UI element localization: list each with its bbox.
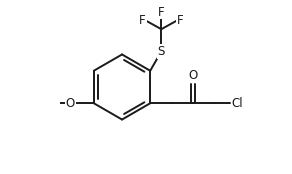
Text: F: F bbox=[139, 14, 146, 27]
Text: O: O bbox=[66, 97, 75, 110]
Text: O: O bbox=[188, 69, 198, 82]
Text: S: S bbox=[158, 45, 165, 58]
Text: F: F bbox=[177, 14, 183, 27]
Text: F: F bbox=[158, 6, 165, 19]
Text: Cl: Cl bbox=[232, 97, 243, 110]
